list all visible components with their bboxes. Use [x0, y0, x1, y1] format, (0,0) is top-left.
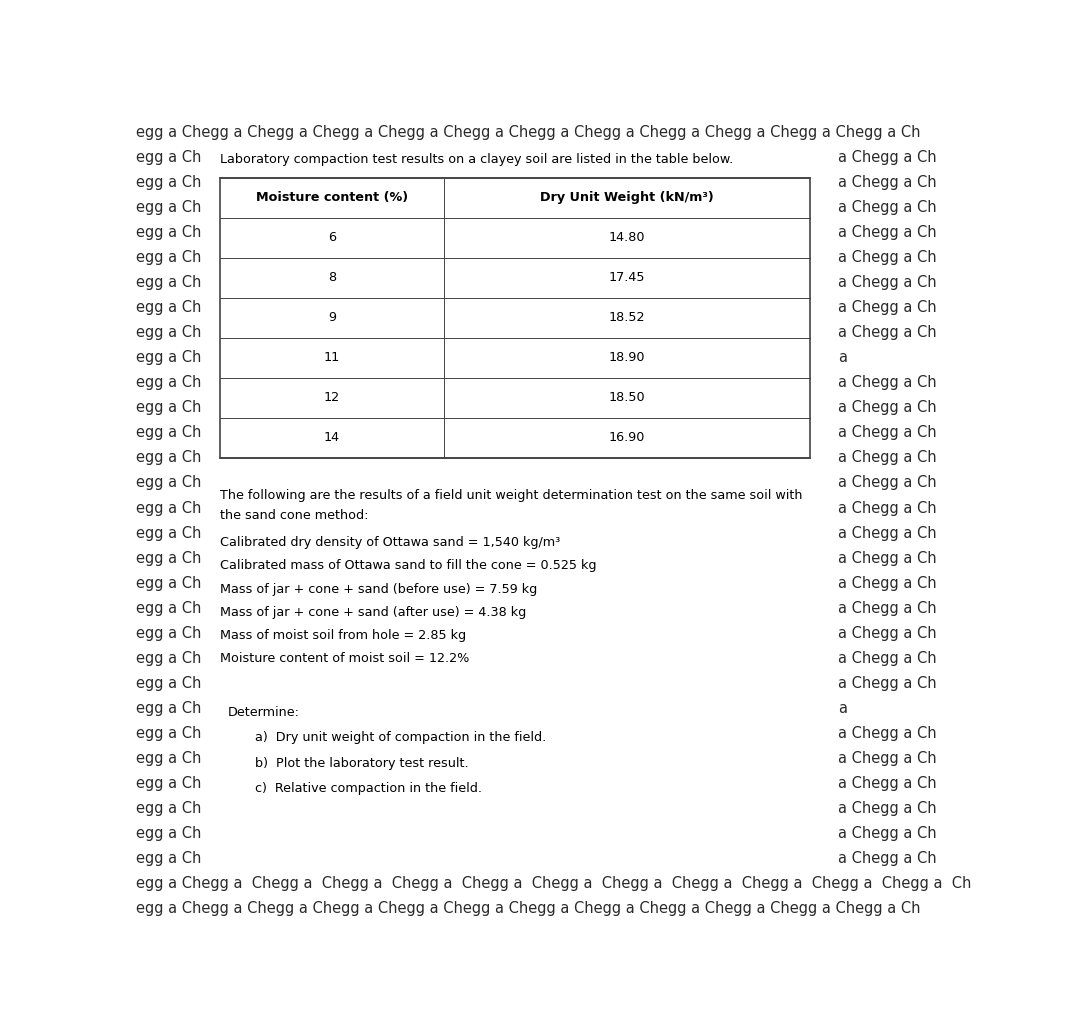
- Text: egg a Ch: egg a Ch: [136, 751, 201, 765]
- Text: egg a Ch: egg a Ch: [136, 150, 201, 165]
- Text: a Chegg a Ch: a Chegg a Ch: [838, 450, 937, 466]
- Text: The following are the results of a field unit weight determination test on the s: The following are the results of a field…: [220, 488, 802, 502]
- Text: b)  Plot the laboratory test result.: b) Plot the laboratory test result.: [255, 757, 468, 769]
- Text: egg a Ch: egg a Ch: [136, 350, 201, 366]
- Text: egg a Chegg a Chegg a Chegg a Chegg a Chegg a Chegg a Chegg a Chegg a Chegg a Ch: egg a Chegg a Chegg a Chegg a Chegg a Ch…: [136, 926, 920, 941]
- Text: a Chegg a Ch: a Chegg a Ch: [838, 676, 937, 691]
- Text: 18.50: 18.50: [609, 391, 645, 404]
- Text: egg a Ch: egg a Ch: [136, 250, 201, 266]
- Text: egg a Ch: egg a Ch: [136, 851, 201, 866]
- Text: egg a Ch: egg a Ch: [136, 651, 201, 665]
- Text: 18.52: 18.52: [609, 311, 645, 324]
- Text: egg a Ch: egg a Ch: [136, 576, 201, 590]
- Text: egg a Ch: egg a Ch: [136, 476, 201, 490]
- Text: egg a Ch: egg a Ch: [136, 676, 201, 691]
- Text: egg a Ch: egg a Ch: [136, 375, 201, 390]
- Text: a Chegg a Ch: a Chegg a Ch: [838, 576, 937, 590]
- Text: Mass of jar + cone + sand (after use) = 4.38 kg: Mass of jar + cone + sand (after use) = …: [220, 606, 526, 619]
- Text: egg a Ch: egg a Ch: [136, 826, 201, 840]
- Text: a Chegg a Ch: a Chegg a Ch: [838, 226, 937, 240]
- Text: egg a Ch: egg a Ch: [136, 726, 201, 741]
- Text: a Chegg a Ch: a Chegg a Ch: [838, 525, 937, 541]
- Text: 16.90: 16.90: [609, 432, 645, 444]
- Text: a Chegg a Ch: a Chegg a Ch: [838, 275, 937, 290]
- Text: egg a Chegg a  Chegg a  Chegg a  Chegg a  Chegg a  Chegg a  Chegg a  Chegg a  Ch: egg a Chegg a Chegg a Chegg a Chegg a Ch…: [136, 876, 972, 891]
- Text: egg a Ch: egg a Ch: [136, 425, 201, 441]
- Text: egg a Ch: egg a Ch: [136, 501, 201, 516]
- Text: egg a Chegg a Chegg a Chegg a Chegg a Chegg a Chegg a Chegg a Chegg a Chegg a Ch: egg a Chegg a Chegg a Chegg a Chegg a Ch…: [136, 125, 920, 140]
- Text: 8: 8: [327, 271, 336, 284]
- Text: a Chegg a Ch: a Chegg a Ch: [838, 175, 937, 191]
- Text: egg a Chegg a Chegg a Chegg a Chegg a Chegg a Chegg a Chegg a Chegg a Chegg a Ch: egg a Chegg a Chegg a Chegg a Chegg a Ch…: [136, 901, 920, 916]
- Text: Moisture content of moist soil = 12.2%: Moisture content of moist soil = 12.2%: [220, 652, 469, 664]
- Text: Calibrated mass of Ottawa sand to fill the cone = 0.525 kg: Calibrated mass of Ottawa sand to fill t…: [220, 559, 596, 573]
- Text: egg a Ch: egg a Ch: [136, 450, 201, 466]
- Text: a Chegg a Ch: a Chegg a Ch: [838, 301, 937, 315]
- Text: Dry Unit Weight (kN/m³): Dry Unit Weight (kN/m³): [541, 191, 714, 204]
- Text: Mass of moist soil from hole = 2.85 kg: Mass of moist soil from hole = 2.85 kg: [220, 628, 466, 642]
- Text: the sand cone method:: the sand cone method:: [220, 509, 368, 521]
- Text: a: a: [838, 700, 848, 716]
- Text: c)  Relative compaction in the field.: c) Relative compaction in the field.: [255, 782, 482, 795]
- Text: egg a Ch: egg a Ch: [136, 800, 201, 816]
- Text: 17.45: 17.45: [609, 271, 645, 284]
- Text: a Chegg a Ch: a Chegg a Ch: [838, 501, 937, 516]
- Text: 11: 11: [324, 351, 341, 365]
- Text: 14.80: 14.80: [609, 231, 645, 244]
- Text: Calibrated dry density of Ottawa sand = 1,540 kg/m³: Calibrated dry density of Ottawa sand = …: [220, 537, 560, 549]
- Text: a Chegg a Ch: a Chegg a Ch: [838, 425, 937, 441]
- Text: a Chegg a Ch: a Chegg a Ch: [838, 800, 937, 816]
- Text: egg a Ch: egg a Ch: [136, 325, 201, 340]
- Text: 18.90: 18.90: [609, 351, 645, 365]
- Text: Laboratory compaction test results on a clayey soil are listed in the table belo: Laboratory compaction test results on a …: [220, 152, 733, 166]
- Text: egg a Ch: egg a Ch: [136, 226, 201, 240]
- Text: 9: 9: [327, 311, 336, 324]
- Text: egg a Ch: egg a Ch: [136, 600, 201, 616]
- Text: 12: 12: [324, 391, 339, 404]
- Text: a Chegg a Ch: a Chegg a Ch: [838, 726, 937, 741]
- Text: a Chegg a Ch: a Chegg a Ch: [838, 751, 937, 765]
- Text: egg a Ch: egg a Ch: [136, 776, 201, 791]
- Text: egg a Chegg a Chegg a Chegg a Chegg a Chegg a Chegg a Chegg a Chegg a Chegg a Ch: egg a Chegg a Chegg a Chegg a Chegg a Ch…: [136, 951, 920, 966]
- Text: a Chegg a Ch: a Chegg a Ch: [838, 776, 937, 791]
- Text: a Chegg a Ch: a Chegg a Ch: [838, 625, 937, 641]
- Text: egg a Ch: egg a Ch: [136, 301, 201, 315]
- Text: a Chegg a Ch: a Chegg a Ch: [838, 551, 937, 565]
- Bar: [220, 177, 811, 457]
- Text: a Chegg a Ch: a Chegg a Ch: [838, 375, 937, 390]
- Text: egg a Ch: egg a Ch: [136, 401, 201, 415]
- Text: a Chegg a Ch: a Chegg a Ch: [838, 826, 937, 840]
- Text: a Chegg a Ch: a Chegg a Ch: [838, 325, 937, 340]
- Text: a Chegg a Ch: a Chegg a Ch: [838, 150, 937, 165]
- Text: egg a Ch: egg a Ch: [136, 700, 201, 716]
- Text: a Chegg a Ch: a Chegg a Ch: [838, 600, 937, 616]
- Text: a Chegg a Ch: a Chegg a Ch: [838, 851, 937, 866]
- Text: egg a Ch: egg a Ch: [136, 200, 201, 215]
- Text: 6: 6: [327, 231, 336, 244]
- Text: Mass of jar + cone + sand (before use) = 7.59 kg: Mass of jar + cone + sand (before use) =…: [220, 583, 537, 595]
- Text: a Chegg a Ch: a Chegg a Ch: [838, 250, 937, 266]
- Text: egg a Ch: egg a Ch: [136, 625, 201, 641]
- Text: a)  Dry unit weight of compaction in the field.: a) Dry unit weight of compaction in the …: [255, 731, 546, 744]
- Text: a Chegg a Ch: a Chegg a Ch: [838, 401, 937, 415]
- Text: a: a: [838, 350, 848, 366]
- Text: egg a Ch: egg a Ch: [136, 275, 201, 290]
- Text: egg a Ch: egg a Ch: [136, 175, 201, 191]
- Text: egg a Ch: egg a Ch: [136, 551, 201, 565]
- Text: a Chegg a Ch: a Chegg a Ch: [838, 651, 937, 665]
- Text: 14: 14: [324, 432, 339, 444]
- Text: a Chegg a Ch: a Chegg a Ch: [838, 476, 937, 490]
- Text: a Chegg a Ch: a Chegg a Ch: [838, 200, 937, 215]
- Text: Determine:: Determine:: [227, 706, 299, 719]
- Text: Moisture content (%): Moisture content (%): [256, 191, 408, 204]
- Text: egg a Ch: egg a Ch: [136, 525, 201, 541]
